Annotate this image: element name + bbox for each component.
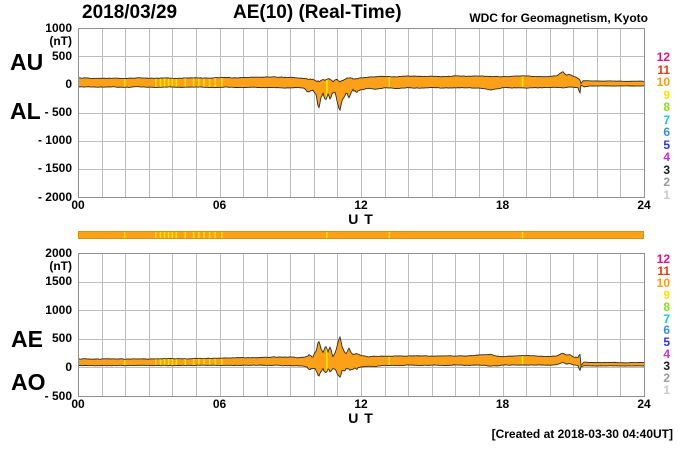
station-count-1: 1 (663, 382, 670, 397)
y-tick-label: 1000 (45, 20, 72, 35)
y-tick-label: - 2000 (37, 189, 72, 204)
y-tick-label: 1500 (45, 274, 72, 289)
ao-axis-label: AO (11, 369, 46, 395)
station-count-10: 10 (656, 275, 670, 290)
page-title: AE(10) (Real-Time) (233, 2, 402, 23)
station-count-9: 9 (663, 87, 670, 102)
x-tick-label: 06 (212, 198, 227, 212)
y-tick-label: 1000 (45, 302, 72, 317)
station-count-4: 4 (663, 150, 670, 164)
y-tick-label: 2000 (45, 245, 72, 260)
y-tick-label: - 500 (44, 388, 72, 403)
x-tick-label: 24 (637, 198, 651, 212)
x-tick-label: 06 (212, 397, 227, 411)
plot-date: 2018/03/29 (82, 2, 178, 23)
station-count-5: 5 (663, 137, 670, 152)
y-tick-label: - 1500 (37, 161, 72, 176)
station-count-8: 8 (663, 100, 670, 114)
station-count-6: 6 (663, 125, 670, 139)
y-tick-label: - 500 (44, 105, 72, 119)
y-tick-label: 500 (51, 48, 72, 63)
x-tick-label: 18 (495, 397, 510, 411)
station-count-4: 4 (663, 347, 670, 362)
ut-axis-label-bottom: U T (348, 410, 374, 426)
y-axis-unit: (nT) (49, 259, 72, 273)
station-count-5: 5 (663, 335, 670, 350)
organization-label: WDC for Geomagnetism, Kyoto (469, 11, 648, 25)
station-count-7: 7 (663, 112, 670, 127)
station-count-12: 12 (656, 50, 670, 64)
x-tick-label: 00 (71, 397, 85, 411)
x-tick-label: 00 (71, 198, 85, 212)
station-count-2: 2 (663, 371, 670, 385)
station-count-11: 11 (657, 62, 670, 77)
au-axis-label: AU (10, 49, 44, 75)
x-tick-label: 12 (354, 198, 368, 212)
y-tick-label: 0 (65, 76, 72, 91)
y-tick-label: 500 (51, 331, 72, 346)
x-tick-label: 18 (495, 198, 510, 212)
station-count-10: 10 (656, 75, 670, 89)
station-count-8: 8 (663, 299, 670, 314)
station-count-1: 1 (663, 187, 670, 202)
y-tick-label: 0 (65, 359, 72, 374)
station-count-3: 3 (663, 162, 670, 177)
station-count-3: 3 (663, 359, 670, 374)
station-count-6: 6 (663, 323, 670, 338)
ae-axis-label: AE (11, 326, 43, 352)
station-count-9: 9 (663, 287, 670, 302)
station-count-7: 7 (663, 311, 670, 326)
y-axis-unit: (nT) (49, 34, 72, 48)
created-timestamp: [Created at 2018-03-30 04:40UT] (491, 427, 673, 441)
station-count-12: 12 (656, 252, 670, 266)
x-tick-label: 12 (354, 397, 368, 411)
station-count-11: 11 (657, 263, 670, 278)
station-count-2: 2 (663, 175, 670, 189)
ut-axis-label-top: U T (348, 211, 374, 227)
x-tick-label: 24 (637, 397, 651, 411)
y-tick-label: - 1000 (37, 133, 72, 148)
al-axis-label: AL (10, 98, 41, 124)
